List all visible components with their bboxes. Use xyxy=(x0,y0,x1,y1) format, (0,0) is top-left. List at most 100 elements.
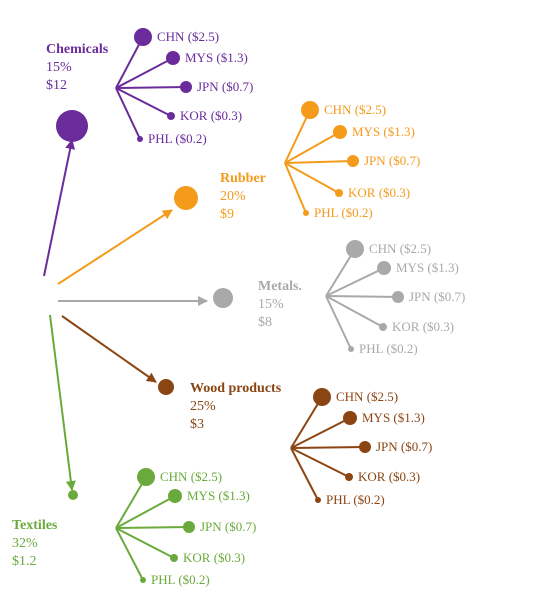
textiles-share: 32% xyxy=(12,536,38,551)
sector-wood: Wood products 25% $3 CHN ($2.5) MYS ($1.3) JP… xyxy=(61,315,432,507)
rubber-country-label: PHL ($0.2) xyxy=(314,205,373,220)
metals-country-line xyxy=(325,295,399,298)
textiles-country-line xyxy=(115,526,190,529)
rubber-country-label: JPN ($0.7) xyxy=(364,153,420,168)
chemicals-share: 15% xyxy=(46,60,72,75)
rubber-bubble xyxy=(174,186,198,210)
sector-metals: Metals. 15% $8 CHN ($2.5) MYS ($1.3) JPN ($0.… xyxy=(58,240,465,356)
textiles-country-line xyxy=(115,495,176,529)
metals-country-label: CHN ($2.5) xyxy=(369,241,431,256)
textiles-country-line xyxy=(115,527,144,581)
wood-country-label: JPN ($0.7) xyxy=(376,439,432,454)
chemicals-country-label: PHL ($0.2) xyxy=(148,131,207,146)
rubber-country-line xyxy=(284,131,341,164)
wood-country-line xyxy=(290,396,323,449)
chemicals-country-line xyxy=(115,57,174,89)
textiles-country-label: CHN ($2.5) xyxy=(160,469,222,484)
wood-share: 25% xyxy=(190,399,216,414)
metals-country-label: MYS ($1.3) xyxy=(396,260,459,275)
rubber-country-label: KOR ($0.3) xyxy=(348,185,410,200)
wood-country-line xyxy=(290,446,366,449)
wood-country-line xyxy=(290,417,351,449)
rubber-country-dot xyxy=(347,155,359,167)
textiles-country-label: JPN ($0.7) xyxy=(200,519,256,534)
chemicals-country-line xyxy=(115,87,172,117)
wood-arrow xyxy=(61,315,157,383)
rubber-country-dot xyxy=(301,101,319,119)
rubber-arrow xyxy=(57,209,173,285)
wood-country-line xyxy=(290,447,319,501)
rubber-share: 20% xyxy=(220,189,246,204)
textiles-country-label: PHL ($0.2) xyxy=(151,572,210,587)
metals-country-dot xyxy=(392,291,404,303)
metals-country-label: PHL ($0.2) xyxy=(359,341,418,356)
chemicals-country-label: CHN ($2.5) xyxy=(157,29,219,44)
rubber-name: Rubber xyxy=(220,171,266,186)
metals-value: $8 xyxy=(258,315,272,330)
metals-country-dot xyxy=(346,240,364,258)
metals-country-dot xyxy=(379,323,387,331)
metals-name: Metals. xyxy=(258,279,302,294)
chemicals-value: $12 xyxy=(46,78,67,93)
chemicals-arrow xyxy=(43,139,76,277)
wood-name: Wood products xyxy=(190,381,282,396)
textiles-country-line xyxy=(115,476,147,529)
chemicals-country-label: KOR ($0.3) xyxy=(180,108,242,123)
wood-country-dot xyxy=(359,441,371,453)
textiles-value: $1.2 xyxy=(12,554,37,569)
metals-country-dot xyxy=(348,346,354,352)
rubber-country-line xyxy=(284,160,354,164)
textiles-country-dot xyxy=(170,554,178,562)
textiles-name: Textiles xyxy=(12,518,58,533)
wood-country-label: CHN ($2.5) xyxy=(336,389,398,404)
rubber-country-dot xyxy=(333,125,347,139)
metals-share: 15% xyxy=(258,297,284,312)
metals-country-dot xyxy=(377,261,391,275)
chemicals-country-dot xyxy=(166,51,180,65)
wood-country-dot xyxy=(345,473,353,481)
rubber-country-label: CHN ($2.5) xyxy=(324,102,386,117)
textiles-country-label: KOR ($0.3) xyxy=(183,550,245,565)
chemicals-country-dot xyxy=(134,28,152,46)
wood-country-line xyxy=(290,447,350,478)
chemicals-country-line xyxy=(115,86,187,89)
rubber-country-line xyxy=(284,162,340,194)
rubber-country-label: MYS ($1.3) xyxy=(352,124,415,139)
rubber-country-dot xyxy=(303,210,309,216)
textiles-country-dot xyxy=(137,468,155,486)
wood-country-dot xyxy=(315,497,321,503)
textiles-country-line xyxy=(115,527,175,559)
metals-country-line xyxy=(325,295,352,350)
chemicals-country-dot xyxy=(167,112,175,120)
chemicals-country-line xyxy=(115,87,141,140)
wood-value: $3 xyxy=(190,417,204,432)
chemicals-country-line xyxy=(115,36,144,89)
rubber-country-line xyxy=(284,162,307,214)
textiles-country-dot xyxy=(140,577,146,583)
sector-chemicals: Chemicals 15% $12 CHN ($2.5) MYS ($1.3) JPN (… xyxy=(43,28,253,277)
wood-country-dot xyxy=(343,411,357,425)
wood-country-label: PHL ($0.2) xyxy=(326,492,385,507)
metals-country-line xyxy=(325,248,356,297)
sector-rubber: Rubber 20% $9 CHN ($2.5) MYS ($1.3) JPN ($0.7… xyxy=(57,101,420,285)
sector-textiles: Textiles 32% $1.2 CHN ($2.5) MYS ($1.3) JPN (… xyxy=(12,314,256,587)
wood-country-label: KOR ($0.3) xyxy=(358,469,420,484)
wood-country-label: MYS ($1.3) xyxy=(362,410,425,425)
textiles-country-label: MYS ($1.3) xyxy=(187,488,250,503)
metals-country-label: KOR ($0.3) xyxy=(392,319,454,334)
metals-country-line xyxy=(325,267,385,297)
chemicals-bubble xyxy=(56,110,88,142)
textiles-country-dot xyxy=(183,521,195,533)
chemicals-country-dot xyxy=(180,81,192,93)
chemicals-country-label: JPN ($0.7) xyxy=(197,79,253,94)
chemicals-country-label: MYS ($1.3) xyxy=(185,50,248,65)
textiles-arrow xyxy=(49,314,76,491)
metals-bubble xyxy=(213,288,233,308)
chemicals-country-dot xyxy=(137,136,143,142)
rubber-country-dot xyxy=(335,189,343,197)
wood-country-dot xyxy=(313,388,331,406)
metals-country-label: JPN ($0.7) xyxy=(409,289,465,304)
textiles-bubble xyxy=(68,490,78,500)
metals-country-line xyxy=(325,295,384,328)
rubber-value: $9 xyxy=(220,207,234,222)
